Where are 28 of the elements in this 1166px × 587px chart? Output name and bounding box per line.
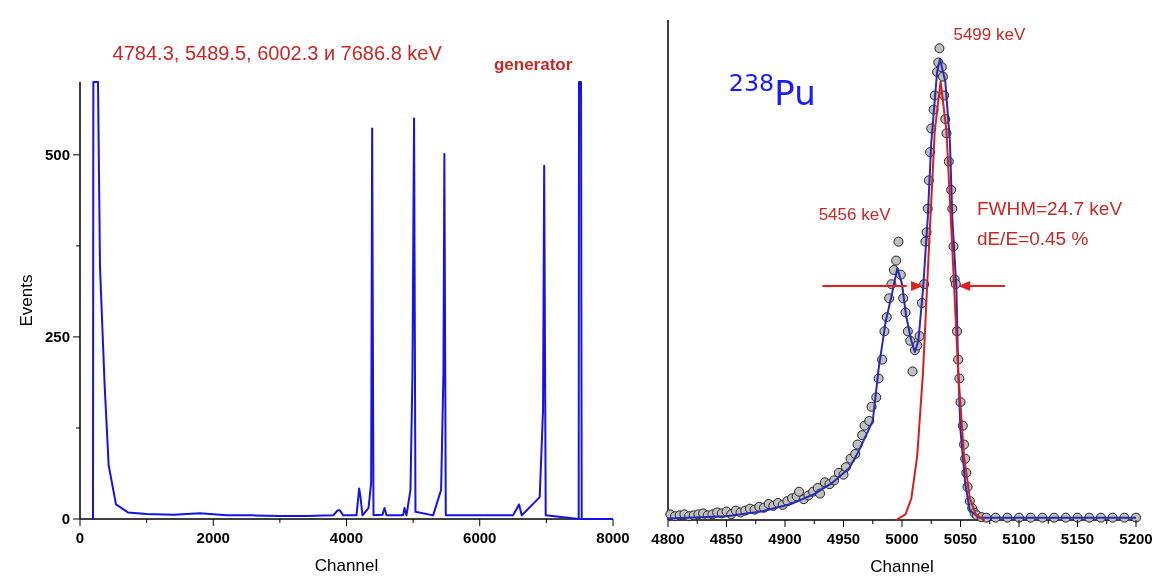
annotation: FWHM=24.7 keV [976, 198, 1123, 219]
x-tick-label: 5000 [885, 530, 919, 547]
x-tick-label: 8000 [596, 529, 630, 546]
y-tick-label: 250 [44, 327, 70, 345]
x-tick-label: 5100 [1002, 530, 1036, 547]
annotation: $^{238}$Pu [728, 69, 816, 113]
y-axis-title: Events [17, 274, 36, 327]
annotation: 5456 keV [818, 204, 892, 224]
chart-title: 4784.3, 5489.5, 6002.3 и 7686.8 keV [112, 42, 443, 64]
x-tick-label: 5050 [943, 530, 978, 547]
x-tick-label: 5150 [1060, 530, 1095, 547]
x-tick-label: 4800 [651, 530, 685, 547]
x-axis-title: Channel [870, 557, 934, 576]
x-tick-label: 5200 [1119, 530, 1153, 547]
annotation: dE/E=0.45 % [976, 228, 1089, 249]
x-tick-label: 6000 [463, 529, 497, 546]
x-tick-label: 2000 [196, 529, 230, 546]
line-series [91, 81, 613, 520]
x-tick-label: 4850 [709, 530, 744, 547]
y-tick-label: 0 [61, 510, 70, 527]
annotation: generator [493, 55, 573, 74]
x-tick-label: 4900 [768, 530, 802, 547]
x-tick-label: 0 [75, 529, 85, 546]
x-tick-label: 4950 [826, 530, 861, 547]
x-tick-label: 4000 [329, 529, 364, 546]
annotation: 5499 keV [953, 25, 1026, 45]
x-axis-title: Channel [314, 556, 379, 575]
y-tick-label: 500 [44, 145, 70, 163]
